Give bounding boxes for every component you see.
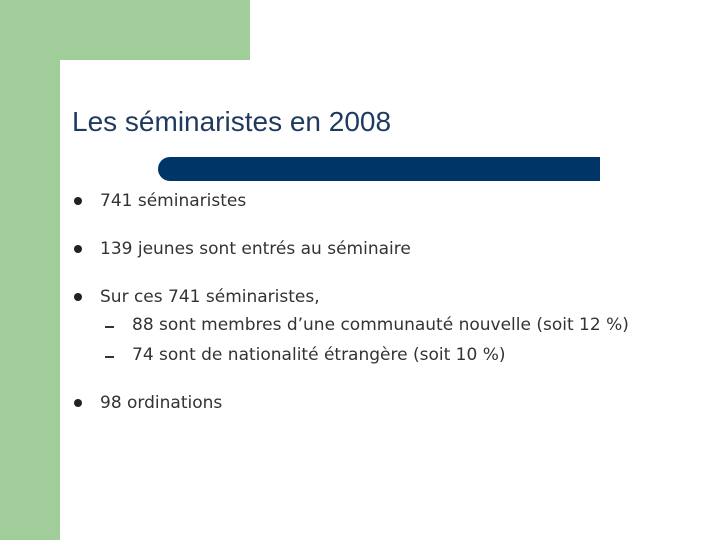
bullet [74, 399, 82, 407]
sub-bullet [105, 356, 114, 358]
sub-bullet-text: 74 sont de nationalité étrangère (soit 1… [132, 345, 506, 365]
title-bar [158, 157, 600, 181]
bullet [74, 197, 82, 205]
sub-bullet-text: 88 sont membres d’une communauté nouvell… [132, 315, 629, 335]
title: Les séminaristes en 2008 [72, 106, 392, 137]
bullet [74, 245, 82, 253]
green-side [0, 0, 60, 540]
white-corner [60, 60, 260, 120]
bullet-text: 98 ordinations [100, 393, 223, 413]
bullet [74, 293, 82, 301]
bullet-text: 139 jeunes sont entrés au séminaire [100, 239, 411, 259]
sub-bullet [105, 326, 114, 328]
bullet-text: Sur ces 741 séminaristes, [100, 287, 320, 307]
bullet-text: 741 séminaristes [100, 191, 247, 211]
